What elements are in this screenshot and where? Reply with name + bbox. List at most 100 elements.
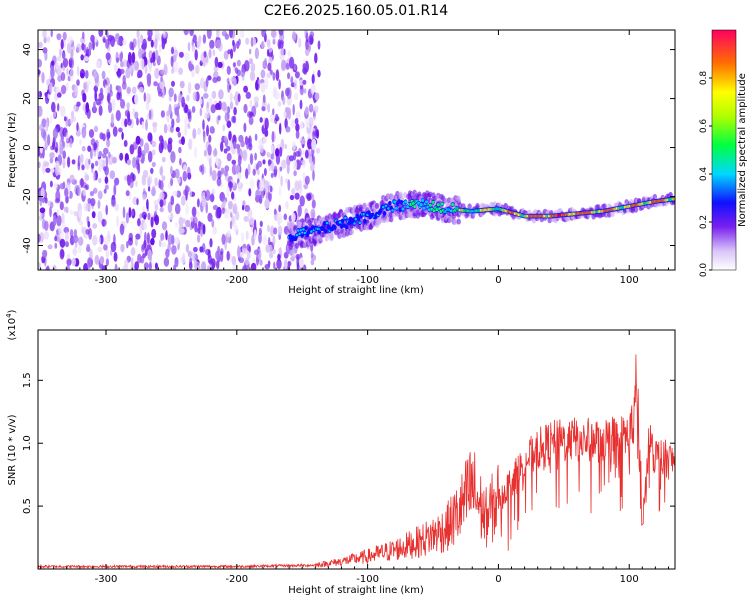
noise-speckle [105, 248, 109, 259]
noise-speckle [120, 243, 125, 253]
trace-peak [382, 205, 385, 209]
noise-speckle [212, 127, 215, 134]
spectrogram-ytick-label: 20 [22, 92, 33, 105]
noise-speckle [171, 234, 175, 245]
noise-speckle [150, 167, 154, 174]
noise-speckle [73, 246, 77, 257]
noise-speckle [317, 69, 321, 78]
noise-speckle [248, 143, 253, 151]
noise-speckle [299, 257, 304, 269]
noise-speckle [216, 30, 220, 38]
noise-speckle [237, 154, 242, 166]
noise-speckle [249, 48, 252, 55]
noise-speckle [42, 30, 47, 39]
noise-speckle [154, 214, 160, 226]
trace-core [293, 236, 298, 242]
noise-speckle [108, 151, 111, 159]
noise-speckle [142, 206, 146, 212]
noise-speckle [49, 82, 53, 93]
noise-speckle [264, 264, 270, 270]
noise-speckle [144, 64, 148, 74]
noise-speckle [53, 214, 57, 227]
noise-speckle [197, 198, 200, 208]
noise-speckle [258, 232, 262, 244]
noise-speckle [273, 208, 277, 215]
noise-speckle [125, 67, 131, 79]
noise-speckle [106, 94, 110, 102]
noise-speckle [107, 86, 110, 93]
noise-speckle [113, 184, 117, 196]
noise-speckle [195, 64, 200, 75]
noise-speckle [85, 228, 90, 235]
noise-speckle [236, 69, 241, 77]
noise-speckle [97, 190, 103, 200]
trace-halo [453, 218, 458, 225]
noise-speckle [136, 30, 140, 39]
noise-speckle [243, 85, 249, 93]
noise-speckle [268, 159, 272, 165]
noise-speckle [229, 253, 233, 262]
noise-speckle [93, 142, 98, 151]
noise-speckle [110, 199, 117, 208]
trace-halo [398, 191, 403, 198]
noise-speckle [39, 198, 43, 207]
colorbar-ticks: 0.0 0.2 0.4 0.6 0.8 [699, 71, 712, 277]
trace-peak [409, 202, 413, 206]
noise-speckle [267, 103, 271, 113]
noise-speckle [146, 232, 150, 244]
noise-speckle [264, 117, 269, 130]
noise-speckle [249, 178, 255, 190]
noise-speckle [294, 180, 300, 192]
noise-speckle [307, 138, 313, 150]
trace-peak [299, 228, 303, 232]
noise-speckle [69, 58, 73, 66]
noise-speckle [221, 233, 226, 245]
noise-speckle [302, 149, 305, 156]
noise-speckle [208, 98, 213, 107]
noise-speckle [56, 209, 60, 217]
noise-speckle [185, 243, 190, 253]
noise-speckle [148, 61, 152, 73]
noise-speckle [64, 231, 69, 242]
noise-speckle [237, 93, 241, 103]
noise-speckle [235, 99, 239, 106]
snr-axes: -300 -200 -100 0 100 0.5 1.0 1.5 [22, 330, 675, 585]
noise-speckle [266, 151, 271, 158]
noise-speckle [65, 206, 69, 214]
noise-speckle [136, 155, 140, 166]
trace-core [367, 210, 371, 216]
noise-speckle [206, 124, 209, 137]
noise-speckle [159, 206, 164, 213]
trace-peak [427, 208, 431, 212]
noise-speckle [52, 140, 56, 150]
noise-speckle [139, 138, 144, 147]
noise-speckle [60, 249, 65, 258]
noise-speckle [174, 256, 179, 268]
noise-speckle [160, 69, 166, 75]
noise-speckle [76, 43, 82, 53]
noise-speckle [76, 101, 81, 107]
noise-speckle [147, 212, 151, 221]
noise-speckle [90, 162, 95, 169]
noise-speckle [233, 106, 237, 116]
noise-speckle [93, 171, 96, 182]
trace-core [326, 224, 331, 230]
noise-speckle [235, 163, 240, 174]
noise-speckle [178, 67, 184, 75]
noise-speckle [85, 102, 90, 113]
noise-speckle [143, 92, 146, 102]
noise-speckle [197, 220, 202, 228]
noise-speckle [69, 174, 75, 183]
noise-speckle [314, 52, 318, 64]
noise-speckle [98, 158, 103, 167]
noise-speckle [243, 103, 248, 114]
noise-speckle [304, 149, 309, 159]
trace-halo [456, 218, 461, 225]
noise-speckle [49, 157, 54, 164]
noise-speckle [194, 83, 200, 91]
noise-speckle [261, 30, 266, 38]
noise-speckle [59, 238, 66, 248]
noise-speckle [278, 185, 282, 197]
noise-speckle [279, 122, 282, 135]
